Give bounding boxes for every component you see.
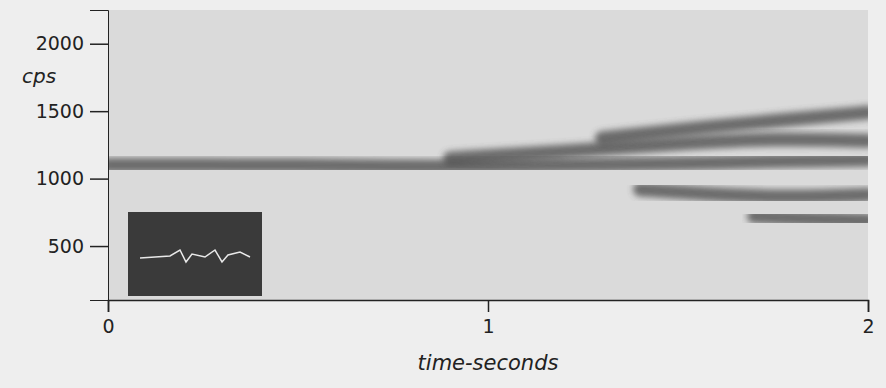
plot-area — [108, 10, 868, 300]
x-tick: 2 — [862, 300, 874, 337]
frequency-band — [754, 216, 868, 220]
y-tick: 500 — [48, 235, 108, 257]
y-tick: 1000 — [36, 167, 108, 189]
x-tick: 1 — [482, 300, 494, 337]
y-tick-label: 1000 — [36, 167, 84, 189]
y-axis-title: cps — [22, 64, 56, 88]
x-axis-title: time-seconds — [418, 351, 559, 375]
x-tick-mark — [108, 300, 110, 312]
inset-oscillogram — [128, 212, 262, 296]
y-tick-label: 1500 — [36, 100, 84, 122]
x-tick-label: 0 — [102, 315, 114, 337]
chart: 0 1 2 500 1000 1500 2000 cps time-seconds — [0, 0, 886, 388]
inset-frame — [128, 212, 262, 296]
x-tick: 0 — [102, 300, 114, 337]
y-tick: 2000 — [36, 32, 108, 54]
y-tick-label: 2000 — [36, 32, 84, 54]
y-tick-mark — [90, 43, 108, 45]
y-tick-label: 500 — [48, 235, 84, 257]
x-tick-mark — [868, 300, 870, 312]
frequency-band — [450, 139, 868, 158]
x-tick-mark — [488, 300, 490, 312]
y-tick-mark — [90, 246, 108, 248]
y-tick: 1500 — [36, 100, 108, 122]
frequency-band — [640, 189, 868, 196]
frequency-band — [602, 113, 868, 139]
y-axis-line — [90, 11, 109, 301]
inset-trace — [140, 250, 250, 262]
y-tick-mark — [90, 111, 108, 113]
x-axis: 0 1 2 — [102, 300, 874, 337]
plot-marks — [108, 113, 868, 221]
x-tick-label: 1 — [482, 315, 494, 337]
x-tick-label: 2 — [862, 315, 874, 337]
x-axis-line — [109, 301, 869, 313]
y-axis: 500 1000 1500 2000 — [36, 11, 109, 301]
y-tick-mark — [90, 178, 108, 180]
